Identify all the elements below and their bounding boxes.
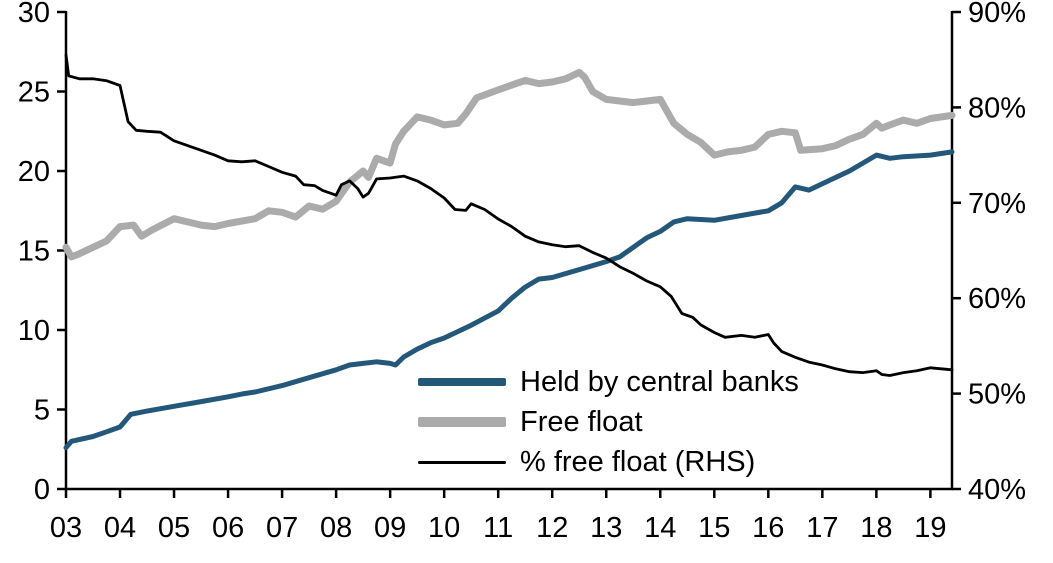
left-axis-tick-label: 5 <box>34 395 50 427</box>
x-axis-tick-label: 04 <box>104 512 136 544</box>
left-axis-tick-label: 10 <box>18 315 50 347</box>
left-axis-tick-label: 0 <box>34 474 50 506</box>
x-axis-tick-label: 19 <box>914 512 946 544</box>
right-axis-tick-label: 60% <box>968 283 1026 315</box>
x-axis-tick-label: 12 <box>536 512 568 544</box>
legend-item-pct-free-float: % free float (RHS) <box>418 442 799 482</box>
series-line-2 <box>64 53 954 377</box>
x-axis-tick-label: 11 <box>483 512 513 544</box>
left-axis-tick-label: 25 <box>18 77 50 109</box>
x-axis-tick-label: 18 <box>860 512 892 544</box>
x-axis-tick-label: 06 <box>212 512 244 544</box>
x-axis-tick-label: 08 <box>320 512 352 544</box>
x-axis-tick-label: 15 <box>698 512 730 544</box>
x-axis-tick-label: 13 <box>590 512 622 544</box>
right-axis-tick-label: 90% <box>968 0 1026 29</box>
series-line-1 <box>62 68 956 261</box>
legend-label-pct-free-float: % free float (RHS) <box>520 445 756 478</box>
x-axis-tick-label: 17 <box>806 512 838 544</box>
left-axis-tick-label: 30 <box>18 0 50 29</box>
legend: Held by central banks Free float % free … <box>418 362 799 482</box>
legend-line-free-float-icon <box>418 417 506 427</box>
x-axis-tick-label: 09 <box>374 512 406 544</box>
x-axis-tick-label: 16 <box>752 512 784 544</box>
right-axis-tick-label: 50% <box>968 379 1026 411</box>
x-axis-tick-label: 07 <box>266 512 298 544</box>
right-axis-tick-label: 70% <box>968 188 1026 220</box>
x-axis-tick-label: 14 <box>644 512 676 544</box>
left-axis-tick-label: 15 <box>18 236 50 268</box>
legend-label-held-by-central-banks: Held by central banks <box>520 365 799 398</box>
x-axis-tick-label: 10 <box>428 512 460 544</box>
x-axis-tick-label: 05 <box>158 512 190 544</box>
right-axis-tick-label: 80% <box>968 92 1026 124</box>
legend-label-free-float: Free float <box>520 405 643 438</box>
legend-item-free-float: Free float <box>418 402 799 442</box>
x-axis-tick-label: 03 <box>50 512 82 544</box>
right-axis-tick-label: 40% <box>968 474 1026 506</box>
legend-line-held-by-central-banks-icon <box>418 378 506 386</box>
legend-line-pct-free-float-icon <box>418 460 506 464</box>
series-line-0 <box>63 149 955 451</box>
legend-item-held-by-central-banks: Held by central banks <box>418 362 799 402</box>
left-axis-tick-label: 20 <box>18 156 50 188</box>
